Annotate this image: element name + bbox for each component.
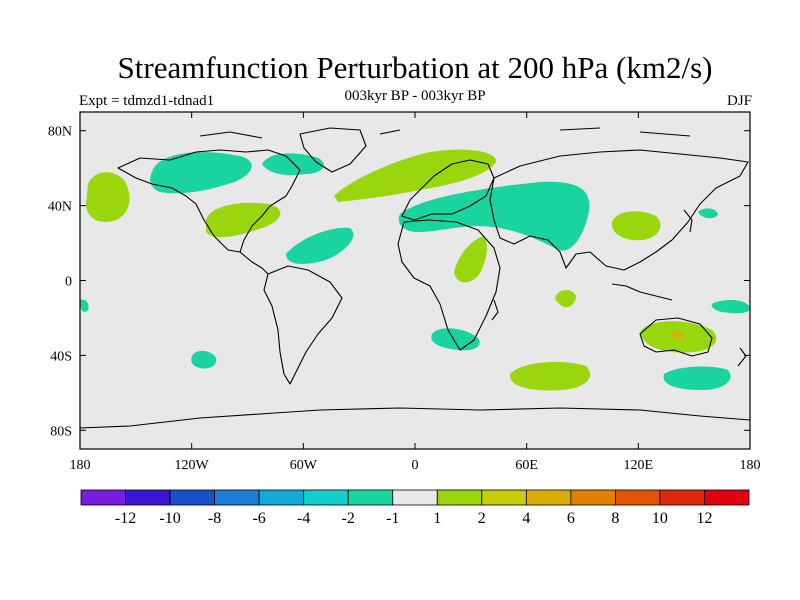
anomaly-japan-small [698,208,718,219]
colorbar-label: 2 [478,510,486,527]
colorbar-swatch [525,489,572,506]
period-label: 003kyr BP - 003kyr BP [344,88,486,104]
colorbar-swatch [659,489,705,506]
colorbar-swatch [481,489,527,506]
anomaly-south-pacific [191,350,217,369]
negative-anomalies [80,152,750,390]
lat-tick-label: 0 [65,275,72,290]
lon-tick-label: 120E [624,458,654,473]
experiment-label: Expt = tdmzd1-tdnad1 [79,93,215,109]
anomaly-south-indian-ocean [509,361,591,391]
coast-africa [397,219,501,351]
coast-central-america [239,251,269,275]
colorbar-swatch [347,489,394,506]
colorbar-label: -12 [115,510,136,527]
anomaly-northeast-pacific [86,172,130,223]
lon-tick-label: 180 [70,458,91,473]
colorbar-label: 8 [611,510,619,527]
season-label: DJF [726,93,752,109]
anomaly-north-america [206,202,281,238]
lon-tick-label: 180 [740,458,761,473]
coast-europe [401,159,495,221]
anomaly-north-pacific [150,152,252,194]
coast-antarctica [79,407,751,429]
colorbar-label: 12 [696,510,712,527]
coast-japan [683,209,693,233]
lat-tick-label: 40S [50,349,72,364]
colorbar-label: 6 [567,510,575,527]
colorbar-swatch [125,489,171,506]
coast-madagascar [491,299,499,321]
colorbar-label: 1 [433,510,441,527]
anomaly-southern-ocean-east [663,366,731,390]
colorbar-swatch [169,489,215,506]
anomaly-west-pacific-small [711,300,750,314]
coast-indonesia [611,283,673,301]
anomaly-eurasia [398,181,590,251]
longitude-ticks: 180 120W 60W 0 60E 120E 180 [70,112,761,473]
latitude-ticks: 80N 40N 0 40S 80S [48,125,750,439]
colorbar-swatch [615,489,661,506]
anomaly-greenland [262,153,324,175]
plot-title: Streamfunction Perturbation at 200 hPa (… [117,50,713,85]
anomaly-east-asia [611,211,661,241]
lat-tick-label: 80S [50,424,72,439]
lon-tick-label: 60W [290,458,318,473]
colorbar-label: -8 [208,510,221,527]
colorbar-swatch [303,489,349,506]
colorbar-label: -6 [252,510,265,527]
lat-tick-label: 40N [48,200,72,215]
coast-north-america [117,149,301,253]
anomaly-indian-ocean [555,290,576,308]
colorbar-swatch [392,489,438,506]
coast-south-america [263,265,343,385]
anomaly-tropical-atlantic [286,227,354,264]
lon-tick-label: 120W [175,458,210,473]
colorbar-swatch [80,489,126,506]
anomaly-africa [454,236,487,283]
coast-australia [639,317,713,357]
colorbar-label: -10 [159,510,180,527]
colorbar-swatch [436,489,483,506]
lon-tick-label: 0 [412,458,419,473]
colorbar-label: 10 [652,510,668,527]
colorbar-label: 4 [522,510,530,527]
colorbar-label: -2 [342,510,355,527]
colorbar-label: -4 [297,510,310,527]
lat-tick-label: 80N [48,125,72,140]
colorbar-swatch [214,489,260,506]
anomaly-east-pacific-small [80,299,89,312]
anomaly-australia-peak [672,331,684,339]
colorbar-swatch [570,489,616,506]
colorbar-swatch [704,489,750,506]
colorbar: -12 -10 -8 -6 -4 -2 -1 1 2 4 6 8 10 12 [80,489,750,527]
colorbar-swatch [258,489,305,506]
colorbar-label: -1 [386,510,399,527]
coast-greenland [299,127,367,173]
coast-asia [489,149,749,271]
coast-new-zealand [737,347,747,367]
coastlines [79,127,751,429]
lon-tick-label: 60E [515,458,538,473]
coast-arctic-islands [199,127,691,139]
